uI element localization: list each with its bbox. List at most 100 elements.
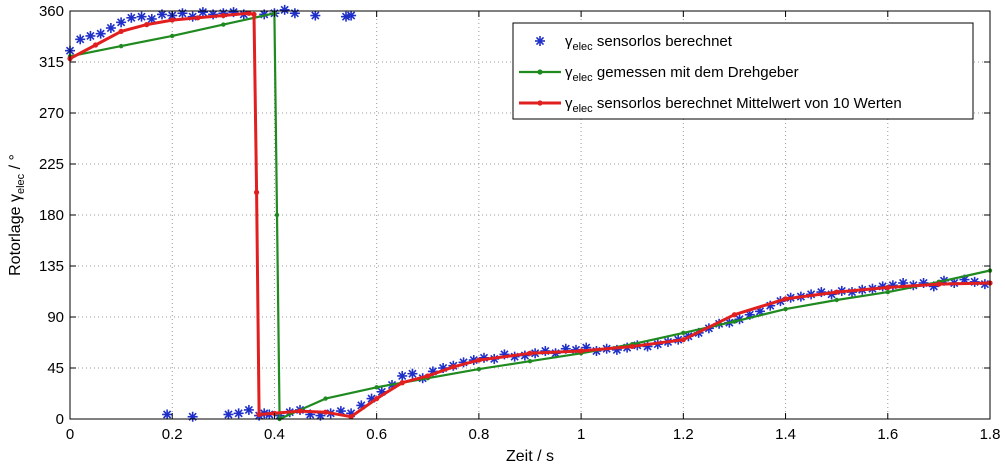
data-point xyxy=(578,348,584,354)
data-point xyxy=(195,15,201,21)
data-point xyxy=(399,380,405,386)
data-point xyxy=(92,42,99,48)
y-tick-label: 90 xyxy=(47,309,64,326)
x-tick-label: 1.8 xyxy=(980,426,1001,443)
data-point xyxy=(118,28,124,34)
data-point xyxy=(223,409,234,420)
y-tick-label: 225 xyxy=(39,156,64,173)
data-point xyxy=(681,330,686,336)
data-point xyxy=(118,43,124,49)
series-line xyxy=(69,11,991,419)
data-point xyxy=(374,385,379,390)
data-point xyxy=(834,297,839,303)
data-point xyxy=(476,366,482,372)
data-point xyxy=(246,10,252,16)
legend-marker xyxy=(537,100,543,106)
y-tick-label: 360 xyxy=(39,3,64,20)
x-tick-label: 0.8 xyxy=(468,426,489,443)
data-point xyxy=(527,359,533,364)
data-point xyxy=(116,17,127,28)
y-axis-label-symbol: γ xyxy=(7,194,24,202)
data-point xyxy=(731,312,738,318)
data-point xyxy=(732,319,737,324)
data-point xyxy=(169,17,175,23)
data-point xyxy=(243,404,254,415)
data-point xyxy=(146,13,157,24)
y-tick-label: 135 xyxy=(39,258,64,275)
y-axis-label-unit: / ° xyxy=(7,154,24,174)
x-tick-label: 0.6 xyxy=(366,426,387,443)
data-point xyxy=(136,11,147,22)
data-point xyxy=(346,10,357,21)
data-point xyxy=(274,212,280,218)
legend: γelec sensorlos berechnet γelec gemessen … xyxy=(512,22,974,120)
data-point xyxy=(885,289,890,295)
data-point xyxy=(310,10,321,21)
data-point xyxy=(476,357,482,363)
data-point xyxy=(527,350,533,356)
data-point xyxy=(782,296,789,302)
data-point xyxy=(187,411,198,422)
data-point xyxy=(256,411,262,418)
data-point xyxy=(297,408,303,414)
data-point xyxy=(629,343,635,350)
data-point xyxy=(374,396,380,402)
legend-item: γelec sensorlos berechnet xyxy=(535,33,733,53)
data-point xyxy=(279,4,290,15)
data-point xyxy=(885,284,891,291)
x-axis-ticks: 0 0.2 0.4 0.6 0.8 1 1.2 1.4 1.6 1.8 xyxy=(66,11,1001,443)
y-axis-label-subscript: elec xyxy=(15,173,27,194)
data-point xyxy=(680,337,686,343)
data-point xyxy=(233,408,244,419)
data-point xyxy=(126,12,137,23)
data-point xyxy=(289,8,300,19)
y-axis-label-main: Rotorlage xyxy=(7,202,24,276)
data-point xyxy=(85,30,96,41)
data-point xyxy=(450,364,456,370)
data-point xyxy=(323,396,328,401)
data-point xyxy=(322,409,329,415)
x-tick-label: 0 xyxy=(66,426,74,443)
data-point xyxy=(95,28,106,39)
data-point xyxy=(220,12,226,19)
data-point xyxy=(936,281,942,287)
data-point xyxy=(253,189,260,195)
legend-label: γelec gemessen mit dem Drehgeber xyxy=(565,64,799,84)
legend-item: γelec sensorlos berechnet Mittelwert von… xyxy=(519,95,902,115)
x-tick-label: 1 xyxy=(577,426,585,443)
y-axis-label: Rotorlage γelec / ° xyxy=(7,154,27,276)
legend-marker xyxy=(537,69,543,75)
y-tick-label: 45 xyxy=(47,360,64,377)
data-point xyxy=(397,370,408,381)
y-axis-ticks: 0 45 90 135 180 225 270 315 360 xyxy=(39,3,990,428)
data-point xyxy=(75,34,86,45)
legend-label: γelec sensorlos berechnet xyxy=(565,33,733,53)
data-point xyxy=(348,414,354,420)
x-tick-label: 0.4 xyxy=(264,426,285,443)
y-tick-label: 180 xyxy=(39,207,64,224)
x-tick-label: 1.6 xyxy=(877,426,898,443)
data-point xyxy=(425,373,431,379)
legend-marker xyxy=(535,36,545,46)
x-tick-label: 0.2 xyxy=(162,426,183,443)
legend-box xyxy=(512,22,974,120)
data-point xyxy=(144,22,150,28)
y-tick-label: 315 xyxy=(39,54,64,71)
data-point xyxy=(170,33,175,39)
data-point xyxy=(197,7,208,18)
data-point xyxy=(162,409,173,420)
data-point xyxy=(783,306,788,312)
y-tick-label: 0 xyxy=(56,411,64,428)
data-point xyxy=(251,11,257,17)
series-layer xyxy=(65,4,993,422)
legend-label: γelec sensorlos berechnet Mittelwert von… xyxy=(565,95,902,115)
data-point xyxy=(177,8,188,19)
data-point xyxy=(221,22,226,27)
legend-item: γelec gemessen mit dem Drehgeber xyxy=(519,64,799,84)
data-point xyxy=(407,368,418,379)
data-point xyxy=(834,289,840,295)
x-tick-label: 1.4 xyxy=(775,426,796,443)
data-point xyxy=(105,23,116,33)
series-3 xyxy=(67,10,993,420)
